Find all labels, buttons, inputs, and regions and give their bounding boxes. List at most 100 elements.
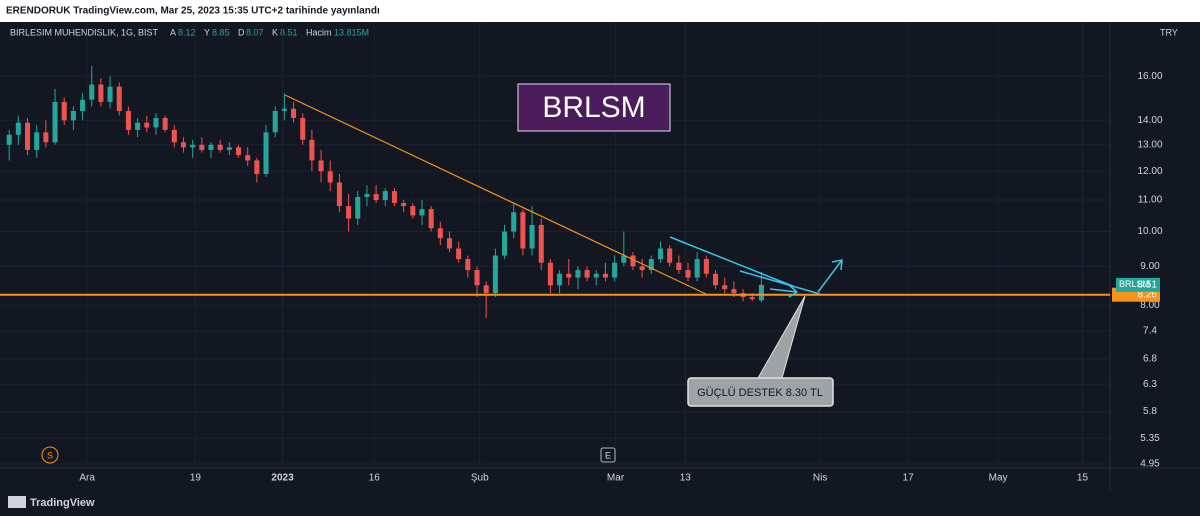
price-label: BRLSM bbox=[1119, 279, 1150, 289]
grid bbox=[0, 22, 1110, 468]
candle-body bbox=[474, 270, 480, 286]
header: ERENDORUK TradingView.com, Mar 25, 2023 … bbox=[6, 6, 380, 17]
x-tick-label: 17 bbox=[903, 473, 915, 484]
candle-body bbox=[281, 108, 287, 111]
candle-body bbox=[52, 101, 58, 143]
candle-body bbox=[336, 182, 342, 207]
candle-body bbox=[584, 270, 590, 278]
candle-body bbox=[446, 238, 453, 249]
legend-label: Y bbox=[204, 27, 210, 37]
x-tick-label: Şub bbox=[471, 473, 489, 484]
candle-body bbox=[667, 248, 673, 263]
candle-body bbox=[401, 203, 407, 207]
y-tick-label: 14.00 bbox=[1137, 115, 1162, 126]
event-marker bbox=[41, 446, 59, 464]
x-tick-label: 19 bbox=[190, 473, 202, 484]
candle-body bbox=[722, 285, 728, 290]
candle-body bbox=[153, 117, 159, 128]
y-tick-label: 12.00 bbox=[1137, 166, 1162, 177]
candle-body bbox=[217, 144, 223, 150]
candle-body bbox=[235, 147, 242, 156]
x-tick-label: Ara bbox=[79, 473, 95, 484]
candle-body bbox=[685, 270, 691, 278]
candle-body bbox=[70, 110, 76, 121]
candle-body bbox=[327, 171, 333, 183]
currency: TRY bbox=[1160, 27, 1178, 37]
candle-body bbox=[694, 259, 700, 278]
legend-value: 8.85 bbox=[212, 27, 230, 37]
y-tick-label: 7.4 bbox=[1143, 326, 1157, 337]
event-marker-text: S bbox=[47, 450, 53, 460]
candle-body bbox=[593, 273, 599, 278]
candle-body bbox=[630, 255, 636, 267]
y-tick-label: 6.3 bbox=[1143, 379, 1157, 390]
candle-body bbox=[547, 262, 553, 286]
candle-body bbox=[621, 255, 627, 263]
candle-body bbox=[6, 134, 12, 145]
x-tick-label: Mar bbox=[607, 473, 625, 484]
candle-body bbox=[43, 132, 49, 143]
x-tick-label: May bbox=[989, 473, 1008, 484]
arrow bbox=[817, 259, 843, 293]
legend-value: 8.12 bbox=[178, 27, 196, 37]
candle-body bbox=[162, 117, 168, 130]
footer: TradingView bbox=[30, 497, 95, 509]
axes: 16.00 14.00 13.00 12.00 11.00 10.00 9.00 8.00 7.… bbox=[79, 71, 1163, 484]
y-tick-label: 11.00 bbox=[1138, 195, 1163, 206]
candle-body bbox=[657, 248, 664, 260]
symbol-title: BIRLESIM MUHENDISLIK, 1G, BIST bbox=[10, 27, 159, 37]
candle-body bbox=[648, 259, 654, 271]
header-bar bbox=[0, 0, 1200, 22]
y-tick-label: 4.95 bbox=[1140, 459, 1160, 470]
event-marker bbox=[600, 447, 616, 463]
y-tick-label: 10.00 bbox=[1137, 226, 1162, 237]
candle-body bbox=[263, 132, 269, 175]
x-tick-label: 15 bbox=[1077, 473, 1089, 484]
candle-body bbox=[116, 86, 122, 111]
x-tick-label: 16 bbox=[369, 473, 381, 484]
y-tick-label: 16.00 bbox=[1137, 71, 1162, 82]
candle-body bbox=[171, 129, 177, 143]
candle-body bbox=[731, 289, 737, 294]
candle-body bbox=[566, 273, 572, 278]
candle-body bbox=[529, 224, 535, 249]
candle-body bbox=[34, 132, 40, 150]
candle-body bbox=[309, 139, 315, 161]
candle-body bbox=[144, 122, 150, 128]
candle-body bbox=[410, 206, 416, 216]
trend-line bbox=[669, 236, 796, 288]
candle-body bbox=[758, 284, 764, 301]
y-tick-label: 6.8 bbox=[1143, 354, 1157, 365]
candle-body bbox=[254, 160, 260, 175]
candle-body bbox=[676, 262, 682, 271]
candle-body bbox=[713, 273, 719, 286]
candle-body bbox=[419, 209, 425, 216]
candle-body bbox=[391, 191, 397, 204]
candle-body bbox=[199, 144, 205, 150]
price-label-bg bbox=[1116, 277, 1160, 292]
candle-body bbox=[465, 259, 471, 271]
candle-body bbox=[355, 197, 361, 219]
candle-body bbox=[61, 101, 67, 121]
y-tick-label: 13.00 bbox=[1137, 139, 1162, 150]
candle-body bbox=[15, 122, 21, 135]
candle-body bbox=[346, 206, 352, 219]
y-tick-label: 8.00 bbox=[1140, 300, 1160, 311]
candle-body bbox=[107, 86, 113, 102]
candle-body bbox=[456, 248, 462, 260]
candle-body bbox=[291, 108, 297, 118]
candle-body bbox=[245, 155, 251, 161]
candle-body bbox=[180, 142, 186, 148]
candle-body bbox=[364, 194, 370, 198]
candle-body bbox=[575, 270, 581, 278]
candle-body bbox=[98, 84, 104, 102]
candle-body bbox=[135, 122, 141, 130]
candle-body bbox=[538, 224, 544, 263]
price-label: 8.51 bbox=[1138, 279, 1158, 290]
legend-value: 8.51 bbox=[280, 27, 298, 37]
x-tick-label: 2023 bbox=[271, 473, 294, 484]
x-tick-label: 13 bbox=[680, 473, 692, 484]
candle-body bbox=[208, 144, 214, 150]
